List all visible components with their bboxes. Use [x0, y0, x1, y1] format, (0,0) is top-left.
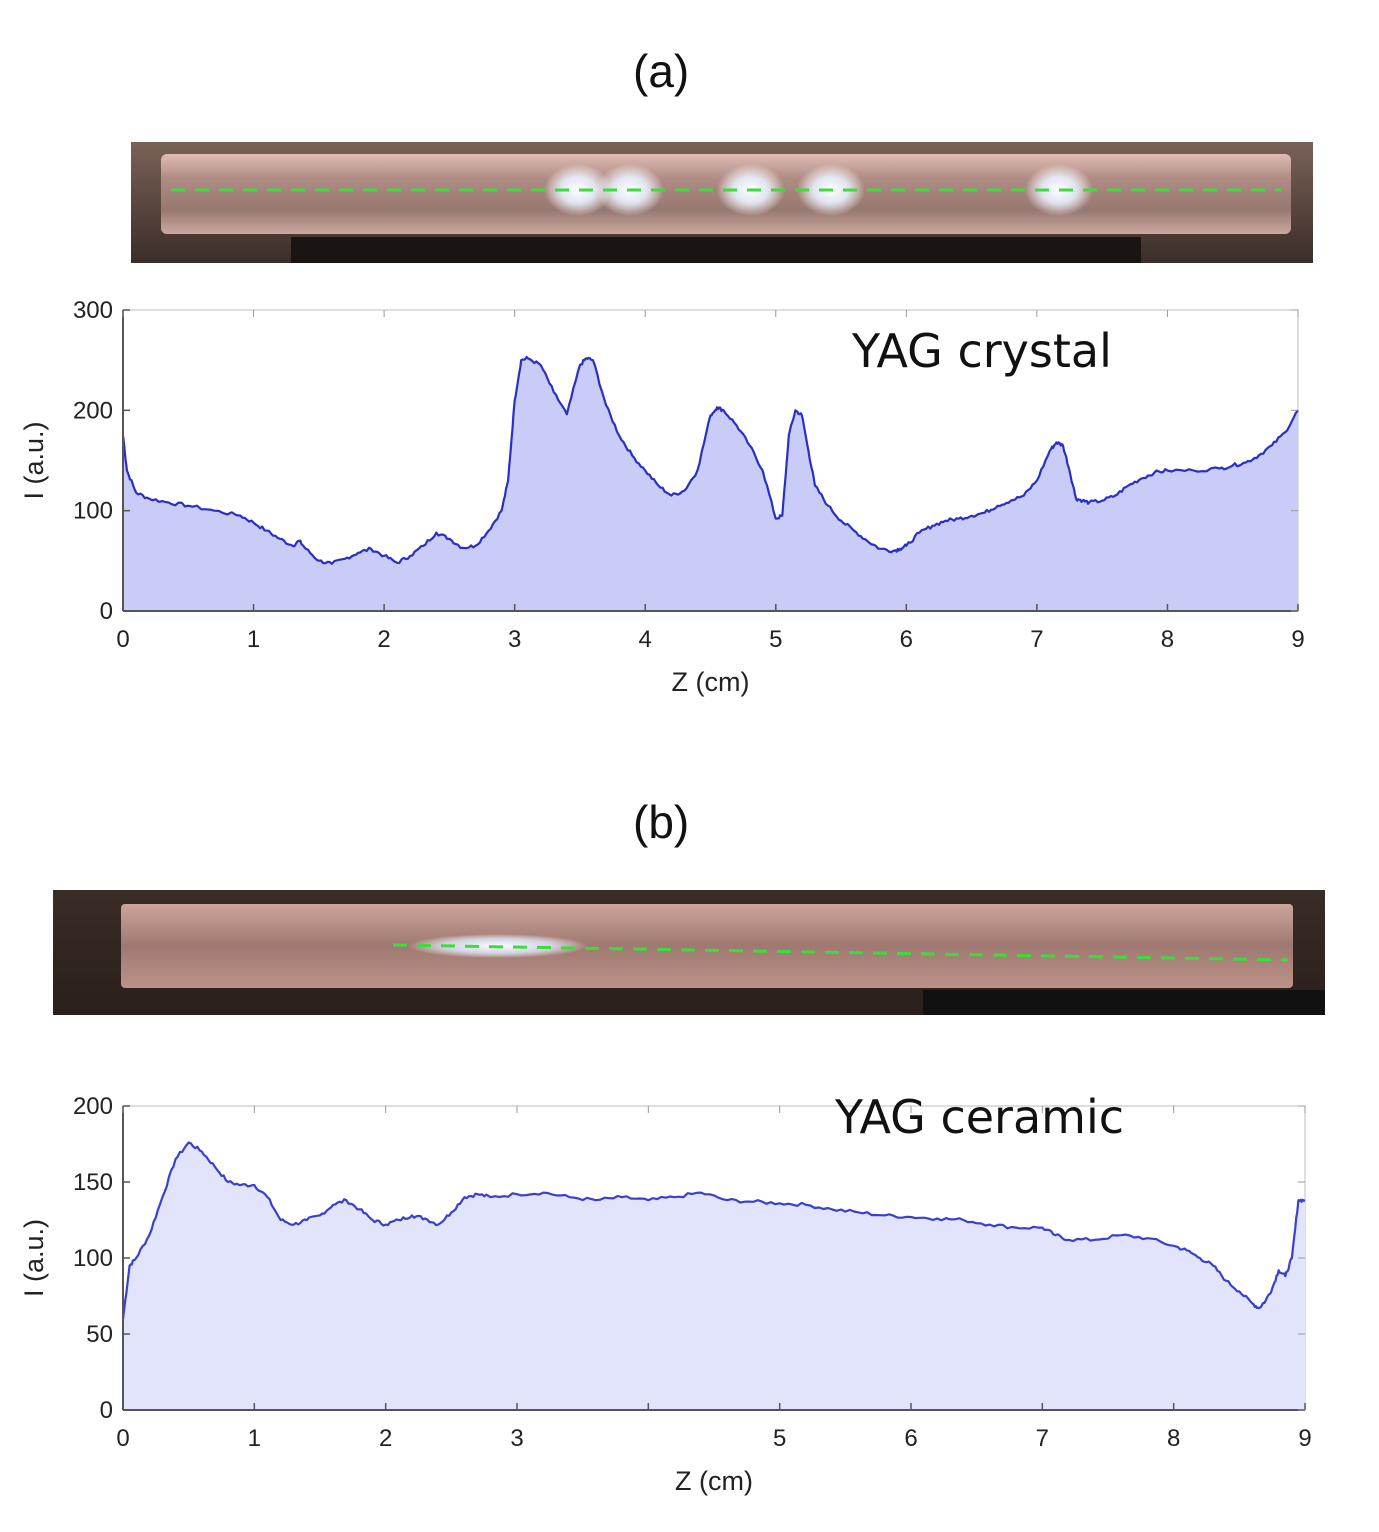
panel-a-label: (a) [633, 45, 690, 97]
x-tick-label: 8 [1161, 626, 1174, 653]
x-tick-label: 0 [116, 1425, 129, 1452]
x-tick-label: 6 [904, 1425, 917, 1452]
x-tick-label: 9 [1298, 1425, 1311, 1452]
y-tick-label: 100 [73, 1245, 113, 1272]
x-tick-label: 0 [116, 626, 129, 653]
x-axis-title: Z (cm) [672, 667, 750, 697]
chart-annotation: YAG ceramic [834, 1090, 1124, 1144]
y-axis-title: I (a.u.) [19, 1219, 49, 1297]
x-axis-title: Z (cm) [675, 1466, 753, 1496]
rod-photo-crystal-image [131, 142, 1313, 263]
x-tick-label: 3 [510, 1425, 523, 1452]
x-tick-label: 3 [508, 626, 521, 653]
y-axis-title: I (a.u.) [19, 421, 49, 499]
x-tick-label: 1 [247, 626, 260, 653]
x-tick-label: 9 [1291, 626, 1304, 653]
series-area-fill [123, 358, 1298, 611]
x-tick-label: 7 [1036, 1425, 1049, 1452]
x-tick-label: 5 [773, 1425, 786, 1452]
y-tick-label: 50 [86, 1321, 113, 1348]
series-line [121, 355, 1299, 565]
x-tick-label: 2 [377, 626, 390, 653]
rod-hotspot [544, 164, 612, 216]
rod-photo-ceramic-image [53, 890, 1325, 1015]
rod-photo-crystal [131, 142, 1313, 263]
y-tick-label: 150 [73, 1169, 113, 1196]
series-area-fill [123, 1142, 1305, 1410]
x-tick-label: 8 [1167, 1425, 1180, 1452]
panel-b-label: (b) [633, 796, 690, 848]
chart-crystal: 0 1 2 3 4 5 6 7 8 9 0 100 200 300 Z (cm) I (a.u.) YAG cr… [19, 297, 1305, 697]
series-line [121, 1141, 1306, 1319]
y-tick-label: 0 [100, 1397, 113, 1424]
x-tick-label: 5 [769, 626, 782, 653]
rod-photo-ceramic [53, 890, 1325, 1015]
x-tick-label: 7 [1030, 626, 1043, 653]
y-tick-label: 300 [73, 297, 113, 324]
x-tick-label: 1 [248, 1425, 261, 1452]
chart-ceramic: 0 1 2 3 5 6 7 8 9 0 50 100 150 200 Z (cm) I (a.u.) YAG c… [19, 1090, 1312, 1496]
y-tick-label: 200 [73, 397, 113, 424]
y-tick-label: 200 [73, 1093, 113, 1120]
x-tick-label: 6 [900, 626, 913, 653]
x-tick-label: 2 [379, 1425, 392, 1452]
x-tick-label: 4 [639, 626, 652, 653]
chart-annotation: YAG crystal [851, 324, 1112, 378]
y-tick-label: 100 [73, 498, 113, 525]
y-tick-label: 0 [100, 598, 113, 625]
